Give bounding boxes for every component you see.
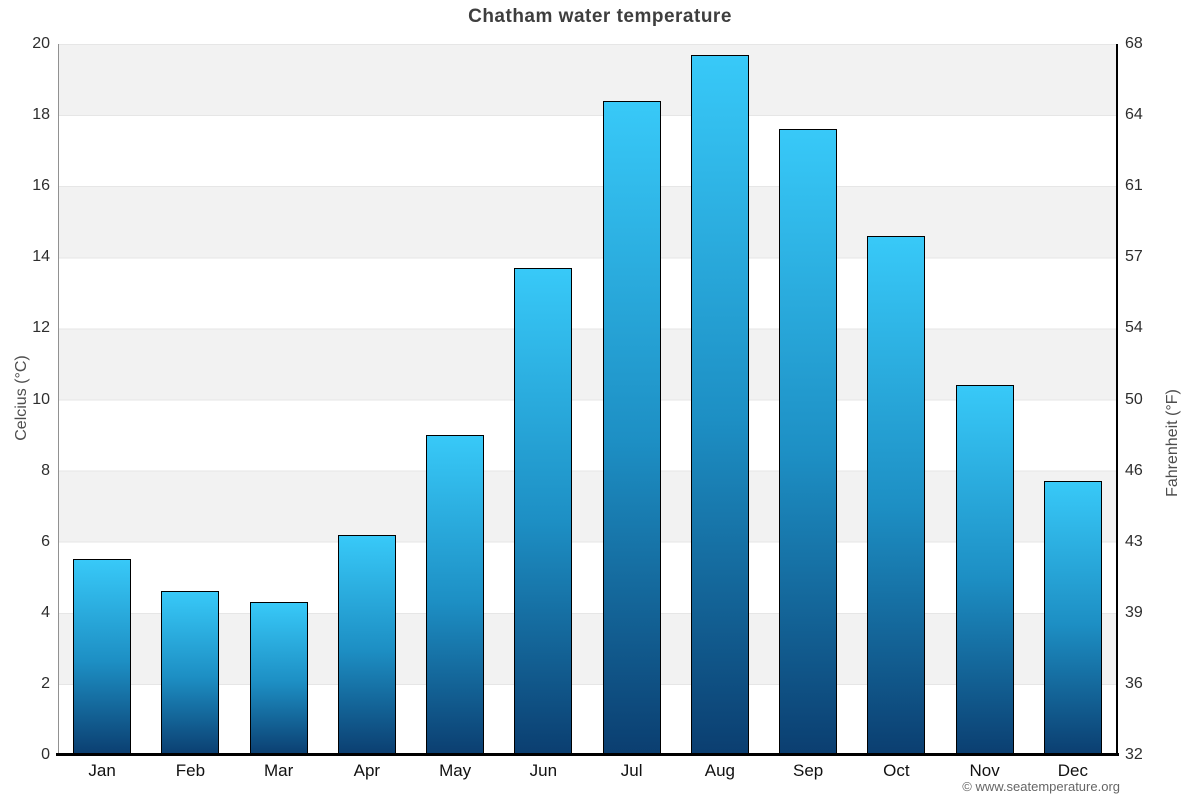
fahrenheit-tick-39: 39 [1125,603,1143,621]
celsius-tick-12: 12 [32,319,50,337]
month-label-jun: Jun [529,761,558,780]
celsius-tick-6: 6 [41,532,50,550]
month-label-aug: Aug [704,761,735,780]
bar-nov[interactable] [955,385,1014,755]
fahrenheit-tick-64: 64 [1125,106,1143,124]
fahrenheit-axis-line [1116,44,1118,755]
celsius-tick-14: 14 [32,248,50,266]
bar-jan[interactable] [73,559,132,755]
watermark: © www.seatemperature.org [962,779,1120,794]
fahrenheit-tick-43: 43 [1125,532,1143,550]
x-axis-line [56,753,1119,756]
fahrenheit-tick-61: 61 [1125,177,1143,195]
fahrenheit-tick-57: 57 [1125,248,1143,266]
bar-mar[interactable] [249,602,308,755]
fahrenheit-axis-title: Fahrenheit (°F) [1164,389,1181,497]
fahrenheit-tick-54: 54 [1125,319,1143,337]
bar-dec[interactable] [1043,481,1102,755]
bar-aug[interactable] [690,54,749,755]
month-label-apr: Apr [353,761,381,780]
celsius-tick-20: 20 [32,35,50,52]
month-label-jul: Jul [620,761,643,780]
fahrenheit-tick-68: 68 [1125,35,1143,52]
celsius-axis-title: Celcius (°C) [13,355,30,441]
month-label-mar: Mar [263,761,294,780]
month-label-may: May [439,761,472,780]
month-label-oct: Oct [883,761,910,780]
month-label-sep: Sep [793,761,824,780]
fahrenheit-tick-46: 46 [1125,461,1143,479]
month-label-feb: Feb [175,761,206,780]
bar-feb[interactable] [161,591,220,755]
month-label-nov: Nov [969,761,1000,780]
month-label-dec: Dec [1057,761,1088,780]
bar-oct[interactable] [867,235,926,755]
celsius-tick-10: 10 [32,390,50,408]
bar-apr[interactable] [337,534,396,755]
bar-sep[interactable] [779,129,838,755]
fahrenheit-tick-36: 36 [1125,674,1143,692]
celsius-tick-18: 18 [32,106,50,124]
bar-jul[interactable] [602,100,661,755]
celsius-tick-8: 8 [41,461,50,479]
plot-area [58,44,1117,755]
bar-may[interactable] [426,435,485,755]
celsius-axis-line [58,44,59,755]
month-label-jan: Jan [88,761,116,780]
bar-jun[interactable] [514,267,573,755]
fahrenheit-tick-50: 50 [1125,390,1143,408]
fahrenheit-tick-32: 32 [1125,746,1143,763]
chart-title: Chatham water temperature [468,6,732,27]
celsius-tick-16: 16 [32,177,50,195]
celsius-tick-4: 4 [41,603,50,621]
celsius-tick-2: 2 [41,674,50,692]
celsius-tick-0: 0 [41,746,50,763]
